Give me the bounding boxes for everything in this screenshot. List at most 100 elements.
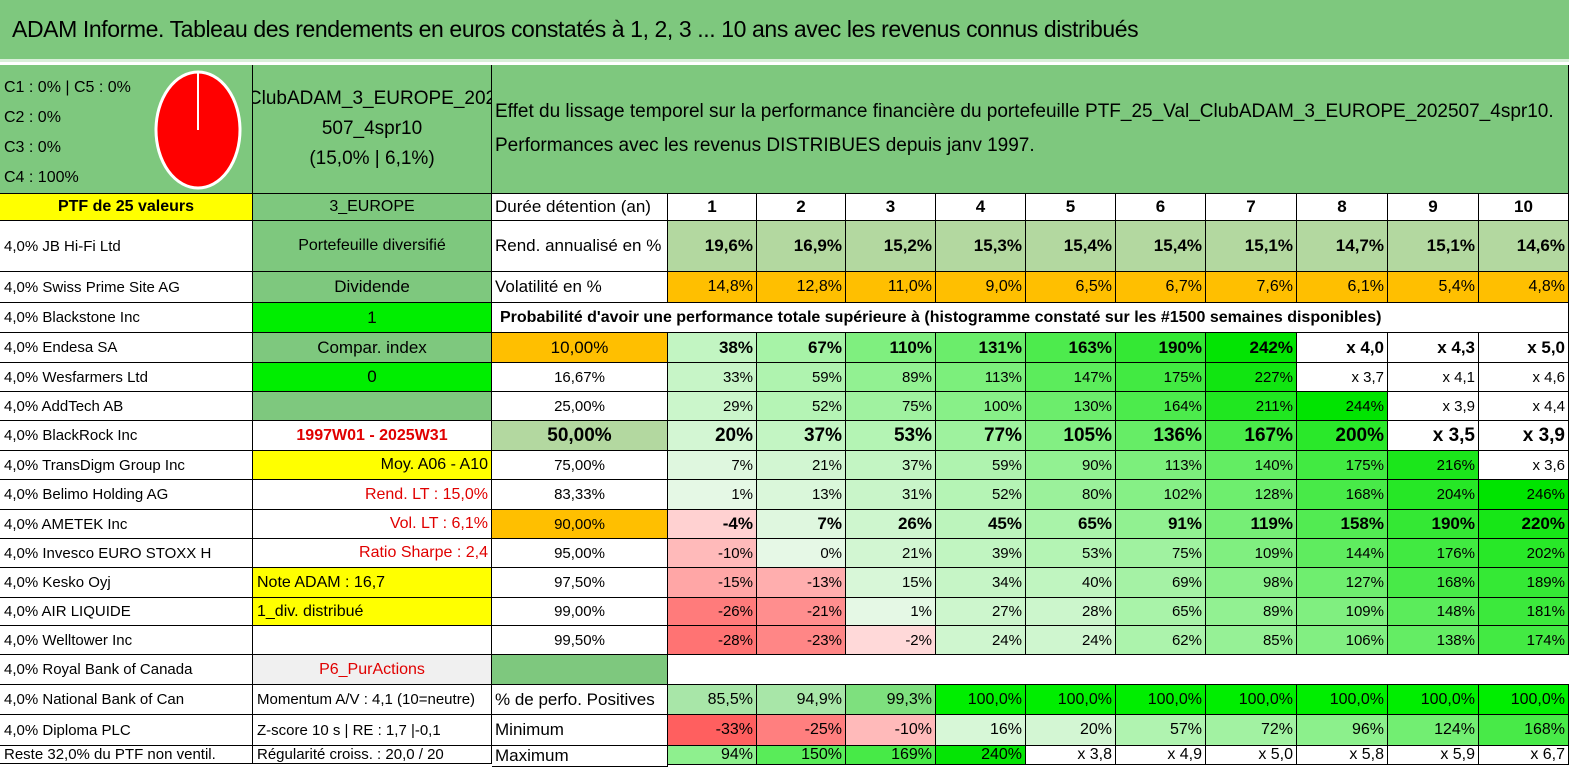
prob-value: 24% [1026,626,1116,655]
vol-value: 12,8% [757,272,846,303]
prob-value: 38% [668,333,757,363]
prob-value: 174% [1479,626,1569,655]
prob-value: 59% [936,451,1026,480]
prob-value: 181% [1479,598,1569,626]
prob-value: 147% [1026,363,1116,392]
prob-value: x 5,0 [1479,333,1569,363]
holding-name: 4,0% TransDigm Group Inc [0,451,253,480]
year-header: 10 [1479,194,1569,221]
info-cell: 1997W01 - 2025W31 [253,421,492,451]
info-cell [253,626,492,655]
spacer-blank [668,655,1569,685]
prob-value: 189% [1479,568,1569,598]
ptf-header: PTF de 25 valeurs [0,194,253,221]
prob-value: 45% [936,510,1026,539]
prob-value: 67% [757,333,846,363]
prob-level: 90,00% [492,510,668,539]
prob-level: 10,00% [492,333,668,363]
prob-value: 244% [1297,392,1388,421]
allocation-legend: C1 : 0% | C5 : 0% C2 : 0% C3 : 0% C4 : 1… [0,65,253,194]
holding-name: 4,0% Wesfarmers Ltd [0,363,253,392]
prob-value: 1% [668,480,757,510]
prob-value: 28% [1026,598,1116,626]
prob-value: 26% [846,510,936,539]
min-value: 168% [1479,715,1569,746]
pos-value: 100,0% [1479,685,1569,715]
vol-value: 5,4% [1388,272,1479,303]
prob-value: 176% [1388,539,1479,568]
prob-value: 27% [936,598,1026,626]
min-value: -25% [757,715,846,746]
prob-level: 83,33% [492,480,668,510]
info-cell: Moy. A06 - A10 [253,451,492,480]
max-label: Maximum [492,746,668,767]
max-value: x 6,7 [1479,746,1569,765]
info-cell: Rend. LT : 15,0% [253,480,492,510]
prob-value: 200% [1297,421,1388,451]
max-value: 94% [668,746,757,765]
prob-value: 21% [846,539,936,568]
info-cell: Compar. index [253,333,492,363]
year-header: 7 [1206,194,1297,221]
pos-value: 85,5% [668,685,757,715]
rend-value: 14,6% [1479,221,1569,272]
max-value: x 5,9 [1388,746,1479,765]
prob-value: 136% [1116,421,1206,451]
prob-value: 227% [1206,363,1297,392]
year-header: 9 [1388,194,1479,221]
prob-value: 211% [1206,392,1297,421]
info-cell: Momentum A/V : 4,1 (10=neutre) [253,685,492,715]
page-title: ADAM Informe. Tableau des rendements en … [0,0,1569,62]
prob-value: 0% [757,539,846,568]
year-header: 8 [1297,194,1388,221]
prob-value: 246% [1479,480,1569,510]
info-cell: Ratio Sharpe : 2,4 [253,539,492,568]
prob-value: 113% [1116,451,1206,480]
prob-value: -15% [668,568,757,598]
vol-value: 7,6% [1206,272,1297,303]
description: Effet du lissage temporel sur la perform… [492,65,1569,194]
vol-value: 6,7% [1116,272,1206,303]
vol-label: Volatilité en % [492,272,668,303]
pos-value: 94,9% [757,685,846,715]
rend-label: Rend. annualisé en % [492,221,668,272]
info-cell: 1_div. distribué [253,598,492,626]
pos-value: 100,0% [936,685,1026,715]
prob-value: 75% [846,392,936,421]
holding-name: 4,0% Kesko Oyj [0,568,253,598]
max-value: 150% [757,746,846,765]
prob-value: 15% [846,568,936,598]
spacer-green [492,655,668,685]
vol-value: 11,0% [846,272,936,303]
prob-value: -21% [757,598,846,626]
max-value: x 5,8 [1297,746,1388,765]
legend-line: C3 : 0% [4,139,61,156]
prob-value: 7% [757,510,846,539]
prob-value: 53% [1026,539,1116,568]
holding-name: 4,0% Welltower Inc [0,626,253,655]
year-header: 6 [1116,194,1206,221]
pos-value: 100,0% [1388,685,1479,715]
min-value: 20% [1026,715,1116,746]
pos-value: 100,0% [1026,685,1116,715]
legend-line: C2 : 0% [4,109,61,126]
min-value: 72% [1206,715,1297,746]
prob-value: 140% [1206,451,1297,480]
prob-value: x 4,6 [1479,363,1569,392]
prob-level: 99,50% [492,626,668,655]
prob-value: -10% [668,539,757,568]
prob-value: -28% [668,626,757,655]
holding-name: 4,0% AMETEK Inc [0,510,253,539]
prob-value: 175% [1297,451,1388,480]
prob-level: 50,00% [492,421,668,451]
prob-level: 97,50% [492,568,668,598]
prob-value: x 3,6 [1479,451,1569,480]
prob-value: 90% [1026,451,1116,480]
prob-value: 29% [668,392,757,421]
holding-name: 4,0% Invesco EURO STOXX H [0,539,253,568]
duration-label: Durée détention (an) [492,194,668,221]
year-header: 2 [757,194,846,221]
holding-name: Reste 32,0% du PTF non ventil. [0,746,253,764]
prob-value: x 4,0 [1297,333,1388,363]
prob-value: -2% [846,626,936,655]
